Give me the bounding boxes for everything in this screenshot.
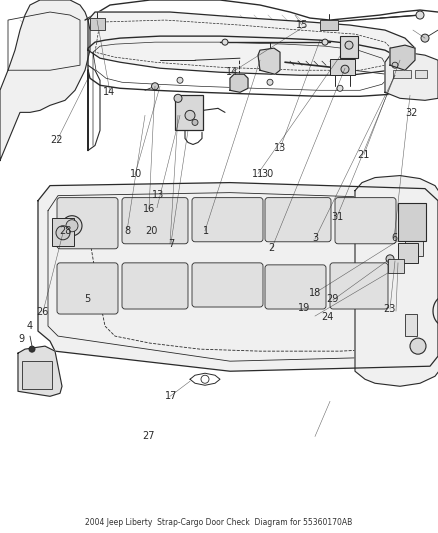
Text: 22: 22 bbox=[51, 135, 63, 145]
Text: 1: 1 bbox=[203, 227, 209, 236]
Text: 32: 32 bbox=[406, 108, 418, 118]
Bar bbox=[340, 36, 358, 58]
Text: 23: 23 bbox=[384, 304, 396, 314]
Polygon shape bbox=[0, 0, 90, 160]
FancyBboxPatch shape bbox=[192, 198, 263, 242]
Circle shape bbox=[192, 119, 198, 125]
Circle shape bbox=[386, 255, 394, 263]
Text: 17: 17 bbox=[165, 391, 177, 401]
Text: 27: 27 bbox=[143, 431, 155, 441]
Text: 9: 9 bbox=[19, 334, 25, 344]
Circle shape bbox=[29, 346, 35, 352]
Circle shape bbox=[416, 11, 424, 19]
Bar bbox=[393, 70, 411, 78]
Text: 31: 31 bbox=[331, 212, 343, 222]
Polygon shape bbox=[88, 12, 415, 75]
Circle shape bbox=[267, 79, 273, 85]
Bar bbox=[388, 259, 404, 273]
FancyBboxPatch shape bbox=[265, 265, 326, 309]
Text: 16: 16 bbox=[143, 204, 155, 214]
Circle shape bbox=[421, 34, 429, 42]
Bar bbox=[405, 236, 423, 256]
Circle shape bbox=[152, 83, 159, 90]
Text: 4: 4 bbox=[27, 321, 33, 332]
Circle shape bbox=[66, 220, 78, 232]
Text: 11: 11 bbox=[252, 169, 265, 179]
Text: 8: 8 bbox=[124, 227, 130, 236]
FancyBboxPatch shape bbox=[192, 263, 263, 307]
Bar bbox=[405, 314, 417, 336]
Circle shape bbox=[410, 338, 426, 354]
Polygon shape bbox=[385, 52, 438, 100]
Text: 15: 15 bbox=[296, 20, 308, 29]
Polygon shape bbox=[18, 346, 62, 397]
Circle shape bbox=[185, 110, 195, 120]
Bar bbox=[398, 203, 426, 241]
Circle shape bbox=[56, 226, 70, 240]
Text: 14: 14 bbox=[226, 67, 238, 77]
FancyBboxPatch shape bbox=[330, 263, 388, 309]
Circle shape bbox=[337, 85, 343, 91]
Bar bbox=[22, 361, 52, 389]
Polygon shape bbox=[38, 183, 438, 371]
Polygon shape bbox=[390, 45, 415, 70]
Bar bbox=[52, 217, 74, 246]
Circle shape bbox=[222, 39, 228, 45]
Circle shape bbox=[177, 77, 183, 83]
Text: 13: 13 bbox=[152, 190, 164, 200]
Text: 10: 10 bbox=[130, 169, 142, 179]
Text: 19: 19 bbox=[298, 303, 311, 313]
Text: 30: 30 bbox=[261, 169, 273, 179]
Text: 14: 14 bbox=[103, 87, 116, 97]
Text: 7: 7 bbox=[168, 239, 174, 248]
FancyBboxPatch shape bbox=[265, 198, 331, 242]
Bar bbox=[90, 18, 105, 30]
FancyBboxPatch shape bbox=[57, 198, 118, 249]
Bar bbox=[415, 70, 427, 78]
Circle shape bbox=[345, 41, 353, 49]
Text: 24: 24 bbox=[321, 312, 334, 322]
Text: 6: 6 bbox=[391, 233, 397, 244]
Bar bbox=[398, 243, 418, 263]
Text: 2: 2 bbox=[268, 243, 275, 253]
FancyBboxPatch shape bbox=[122, 198, 188, 244]
Polygon shape bbox=[258, 48, 280, 74]
Circle shape bbox=[62, 216, 82, 236]
Polygon shape bbox=[355, 175, 438, 386]
Text: 20: 20 bbox=[145, 227, 157, 236]
Circle shape bbox=[174, 94, 182, 102]
FancyBboxPatch shape bbox=[57, 263, 118, 314]
Text: 29: 29 bbox=[327, 294, 339, 304]
Text: 3: 3 bbox=[312, 233, 318, 244]
Circle shape bbox=[392, 62, 398, 68]
Text: 5: 5 bbox=[85, 294, 91, 304]
FancyBboxPatch shape bbox=[122, 263, 188, 309]
Circle shape bbox=[322, 39, 328, 45]
Text: 18: 18 bbox=[309, 288, 321, 298]
FancyBboxPatch shape bbox=[335, 198, 396, 244]
Text: 21: 21 bbox=[357, 150, 370, 159]
Text: 26: 26 bbox=[37, 307, 49, 317]
Bar bbox=[330, 59, 355, 75]
Polygon shape bbox=[230, 74, 248, 92]
Text: 13: 13 bbox=[274, 143, 286, 154]
Bar bbox=[320, 20, 338, 30]
Text: 2004 Jeep Liberty  Strap-Cargo Door Check  Diagram for 55360170AB: 2004 Jeep Liberty Strap-Cargo Door Check… bbox=[85, 518, 353, 527]
Bar bbox=[175, 95, 203, 131]
Text: 28: 28 bbox=[60, 227, 72, 236]
Circle shape bbox=[341, 65, 349, 73]
